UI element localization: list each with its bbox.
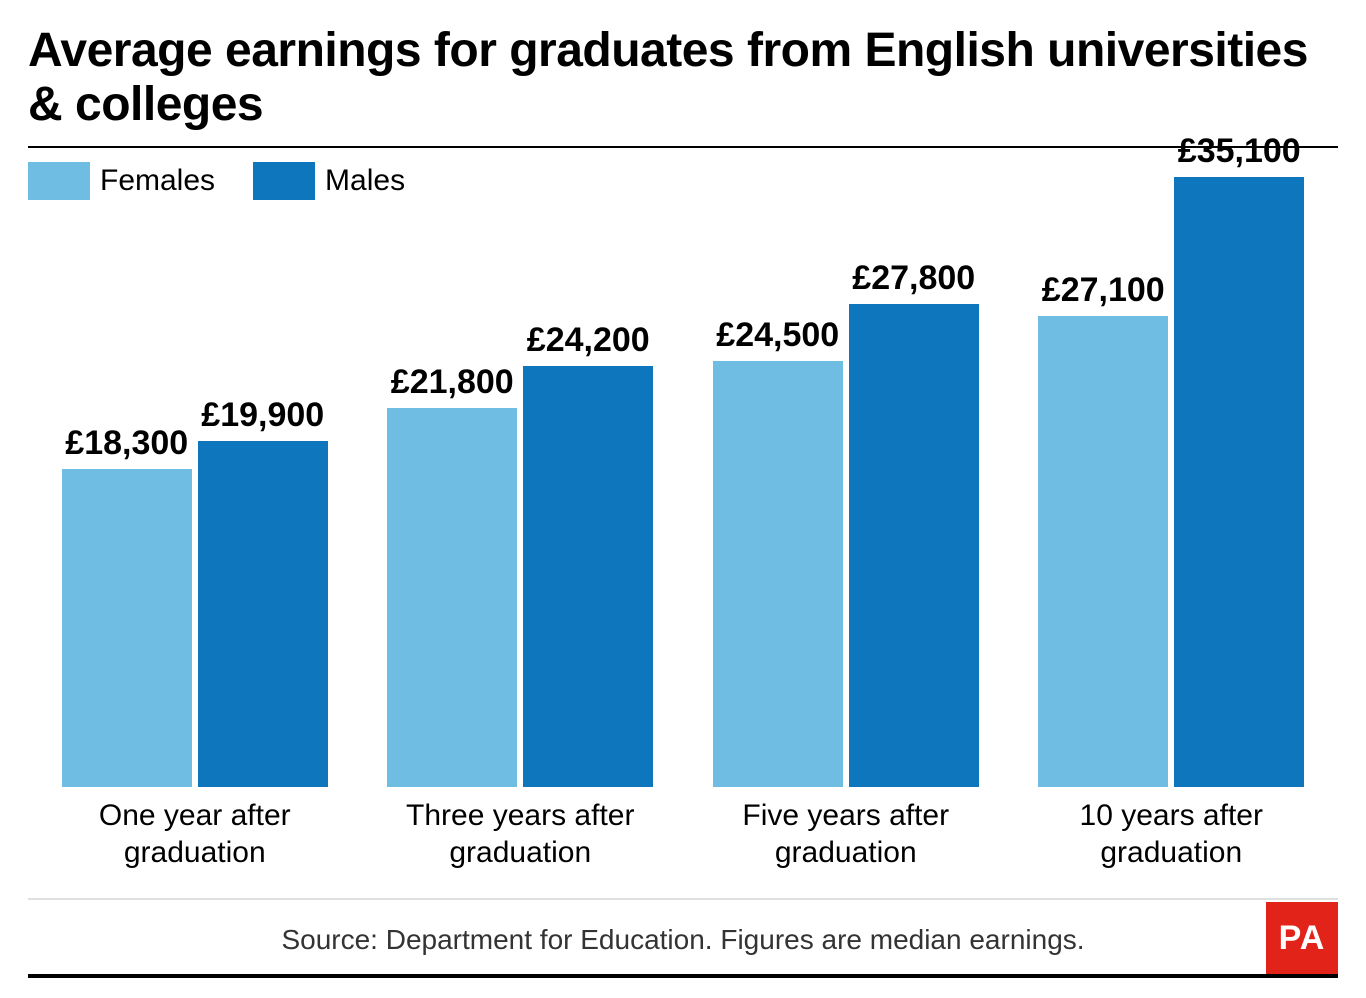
bar-females-2: £24,500	[713, 316, 843, 787]
bar-value-males-3: £35,100	[1178, 132, 1301, 171]
bar-value-males-1: £24,200	[527, 321, 650, 360]
bar-value-females-1: £21,800	[391, 363, 514, 402]
bar-rect-females-1	[387, 408, 517, 787]
bar-value-females-2: £24,500	[716, 316, 839, 355]
bar-females-3: £27,100	[1038, 271, 1168, 787]
bar-rect-males-3	[1174, 177, 1304, 787]
bar-females-0: £18,300	[62, 424, 192, 787]
bar-value-males-2: £27,800	[852, 259, 975, 298]
footer-area: Source: Department for Education. Figure…	[28, 898, 1338, 978]
bar-chart: £18,300 £19,900 One year after graduatio…	[32, 212, 1334, 872]
category-label-2: Five years after graduation	[690, 797, 1002, 872]
category-label-0: One year after graduation	[39, 797, 351, 872]
category-label-1: Three years after graduation	[364, 797, 676, 872]
bar-rect-males-0	[198, 441, 328, 787]
bar-group-1: £21,800 £24,200 Three years after gradua…	[364, 127, 676, 872]
source-text: Source: Department for Education. Figure…	[28, 924, 1338, 956]
bar-group-0: £18,300 £19,900 One year after graduatio…	[39, 127, 351, 872]
bar-rect-males-1	[523, 366, 653, 787]
bar-value-males-0: £19,900	[201, 396, 324, 435]
pa-badge: PA	[1266, 902, 1338, 974]
bar-males-0: £19,900	[198, 396, 328, 787]
bar-rect-females-0	[62, 469, 192, 787]
category-label-3: 10 years after graduation	[1015, 797, 1327, 872]
bar-rect-females-2	[713, 361, 843, 787]
bar-rect-males-2	[849, 304, 979, 787]
bar-group-3: £27,100 £35,100 10 years after graduatio…	[1015, 127, 1327, 872]
bar-rect-females-3	[1038, 316, 1168, 787]
bar-value-females-0: £18,300	[65, 424, 188, 463]
bar-value-females-3: £27,100	[1042, 271, 1165, 310]
bar-females-1: £21,800	[387, 363, 517, 787]
bar-males-2: £27,800	[849, 259, 979, 787]
bar-males-1: £24,200	[523, 321, 653, 787]
bar-group-2: £24,500 £27,800 Five years after graduat…	[690, 127, 1002, 872]
bar-males-3: £35,100	[1174, 132, 1304, 787]
